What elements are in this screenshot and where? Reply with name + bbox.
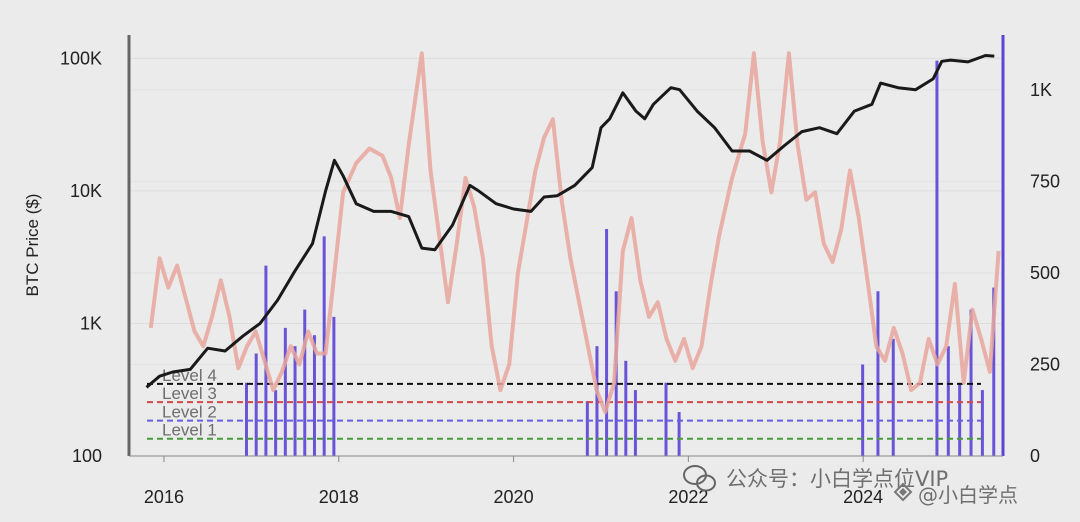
axes: [127, 35, 1005, 457]
y-left-tick-label: 1K: [80, 313, 102, 333]
volume-bar: [595, 346, 599, 456]
volume-bar: [633, 390, 637, 456]
y-left-tick-label: 100K: [60, 48, 102, 68]
diamond-logo-icon: [893, 482, 913, 502]
x-tick-label: 2016: [144, 487, 184, 507]
y-axis-label: BTC Price ($): [23, 194, 42, 297]
series-line: [145, 54, 995, 389]
x-tick-label: 2022: [668, 487, 708, 507]
volume-bar: [283, 327, 287, 456]
x-tick-label: 2024: [843, 487, 883, 507]
volume-bar: [861, 364, 865, 456]
volume-bar: [935, 60, 939, 456]
y-right-tick-label: 1K: [1030, 80, 1052, 100]
y-left-tick-label: 100: [72, 446, 102, 466]
volume-bar: [624, 360, 628, 456]
volume-bar: [605, 229, 609, 456]
volume-bar: [254, 353, 258, 456]
tick-labels: 100 1K 10K 100K 0 250 500 750 1K 2016 2018 2020 2022…: [60, 48, 1060, 507]
volume-bar: [958, 382, 962, 456]
series-lines: [145, 51, 1001, 415]
volume-bar: [677, 412, 681, 456]
x-tick-label: 2018: [319, 487, 359, 507]
y-left-tick-label: 10K: [70, 181, 102, 201]
y-right-tick-label: 250: [1030, 354, 1060, 374]
volume-bar: [274, 390, 278, 456]
wechat-icon: [683, 465, 716, 492]
volume-bar: [980, 390, 984, 456]
volume-bar: [293, 346, 297, 456]
level-label: Level 3: [162, 384, 217, 403]
y-right-tick-label: 0: [1030, 446, 1040, 466]
volume-bar: [664, 382, 668, 456]
y-right-tick-label: 750: [1030, 171, 1060, 191]
volume-bars: [244, 60, 996, 456]
volume-bar: [876, 291, 880, 456]
y-right-tick-label: 500: [1030, 263, 1060, 283]
volume-bar: [332, 316, 336, 456]
watermark-handle: @小白学点: [918, 483, 1018, 507]
volume-bar: [303, 309, 307, 456]
watermark-text: 公众号：小白学点位VIP: [726, 467, 948, 491]
x-tick-label: 2020: [494, 487, 534, 507]
level-label: Level 1: [162, 421, 217, 440]
volume-bar: [585, 401, 589, 456]
series-line: [148, 51, 1001, 415]
volume-bar: [969, 309, 973, 456]
volume-bar: [992, 287, 996, 456]
volume-bar: [322, 236, 326, 456]
volume-bar: [312, 335, 316, 456]
volume-bar: [891, 338, 895, 456]
volume-bar: [946, 346, 950, 456]
volume-bar: [244, 382, 248, 456]
level-label: Level 2: [162, 403, 217, 422]
watermark: 公众号：小白学点位VIP @小白学点: [683, 465, 1018, 507]
